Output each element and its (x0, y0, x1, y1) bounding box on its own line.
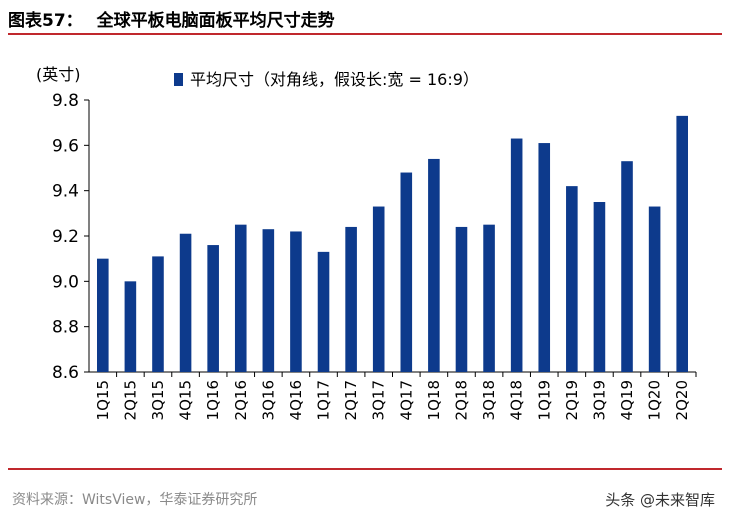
x-tick-label: 2Q15 (121, 380, 139, 420)
bar (428, 158, 440, 372)
x-tick-label: 2Q20 (673, 380, 691, 420)
title-rule (8, 33, 722, 35)
y-tick-label: 9.4 (52, 182, 79, 202)
x-tick-label: 3Q15 (149, 380, 167, 420)
bar (621, 161, 633, 372)
bar (124, 281, 137, 372)
bar (97, 258, 109, 372)
y-tick-label: 9.6 (52, 136, 79, 156)
x-tick-label: 3Q17 (370, 380, 388, 420)
bar (648, 206, 661, 372)
bar (179, 233, 192, 372)
x-tick-label: 4Q19 (618, 380, 636, 420)
bar (455, 226, 468, 372)
bar (317, 251, 330, 372)
legend-swatch (174, 73, 183, 86)
x-tick-label: 2Q19 (563, 380, 581, 420)
y-tick-label: 8.6 (52, 363, 79, 383)
x-tick-label: 2Q18 (452, 380, 470, 420)
x-tick-labels: 1Q15 2Q15 3Q15 4Q15 1Q16 2Q16 3Q16 4Q16 1Q17 2Q17… (94, 380, 691, 420)
bar (566, 186, 578, 372)
bar (262, 229, 275, 372)
bar (372, 206, 385, 372)
bar (676, 115, 688, 372)
chart-bars (97, 115, 688, 372)
watermark: 头条 @未来智库 (605, 491, 715, 509)
x-tick-label: 3Q16 (259, 380, 277, 420)
bar (510, 138, 523, 372)
x-tick-label: 2Q17 (342, 380, 360, 420)
source-note: 资料来源：WitsView，华泰证券研究所 (12, 492, 258, 508)
figure-number: 图表57： (8, 11, 83, 31)
bar (345, 226, 357, 372)
bar (207, 245, 219, 372)
legend: 平均尺寸（对角线，假设长:宽 = 16:9） (174, 70, 479, 89)
x-tick-label: 1Q19 (535, 380, 553, 420)
bar (234, 224, 247, 372)
x-tick-label: 3Q19 (590, 380, 608, 420)
figure-title: 图表57： 全球平板电脑面板平均尺寸走势 (8, 6, 335, 31)
footer-rule (8, 468, 722, 470)
y-tick-label: 9.2 (52, 227, 79, 247)
x-tick-label: 3Q18 (480, 380, 498, 420)
x-tick-label: 1Q17 (315, 380, 333, 420)
legend-label: 平均尺寸（对角线，假设长:宽 = 16:9） (190, 70, 479, 89)
bar (593, 202, 606, 372)
bar (538, 143, 551, 372)
x-tick-label: 4Q16 (287, 380, 305, 420)
bar (400, 172, 413, 372)
y-tick-labels: 9.8 9.6 9.4 9.2 9.0 8.8 8.6 (52, 91, 79, 383)
x-tick-label: 1Q18 (425, 380, 443, 420)
x-tick-label: 4Q17 (397, 380, 415, 420)
y-tick-label: 8.8 (52, 318, 79, 338)
bar (290, 231, 302, 372)
y-tick-label: 9.8 (52, 91, 79, 111)
x-tick-label: 1Q15 (94, 380, 112, 420)
figure-title-text: 全球平板电脑面板平均尺寸走势 (96, 11, 335, 31)
x-tick-label: 1Q16 (204, 380, 222, 420)
x-tick-label: 2Q16 (232, 380, 250, 420)
x-tick-label: 4Q18 (508, 380, 526, 420)
bar (152, 256, 164, 372)
x-tick-label: 4Q15 (177, 380, 195, 420)
x-tick-label: 1Q20 (646, 380, 664, 420)
y-tick-label: 9.0 (52, 272, 79, 292)
bar (483, 224, 495, 372)
y-unit-label: (英寸) (36, 65, 81, 84)
